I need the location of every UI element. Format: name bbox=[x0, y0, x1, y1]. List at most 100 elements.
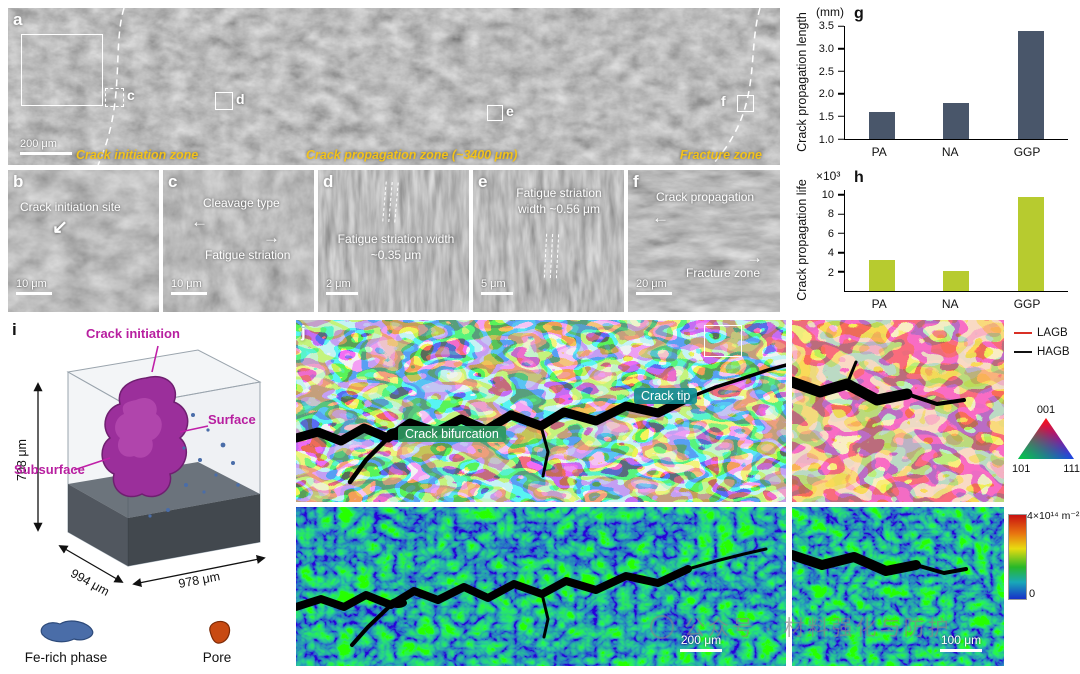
y-tick-label: 4 bbox=[827, 247, 834, 260]
bar-NA bbox=[943, 270, 970, 291]
inset-box-c bbox=[105, 88, 124, 107]
y-tick-label: 10 bbox=[821, 188, 834, 201]
scalebar-kam-inset-label: 100 μm bbox=[940, 633, 982, 647]
crack-path bbox=[296, 547, 768, 647]
tomography-3d-render: 708 μm 994 μm 978 μm bbox=[15, 345, 266, 599]
bar-slot bbox=[997, 190, 1064, 291]
scalebar-b-label: 10 μm bbox=[16, 278, 47, 290]
ebsd-texture-inset bbox=[792, 320, 1004, 502]
scalebar-c-label: 10 μm bbox=[171, 278, 202, 290]
y-tick-label: 2 bbox=[827, 266, 834, 279]
scalebar-kam-main-label: 200 μm bbox=[680, 633, 722, 647]
panel-letter-h: h bbox=[854, 169, 864, 186]
legend-lagb: LAGB bbox=[1014, 327, 1070, 339]
scalebar-d-label: 2 μm bbox=[326, 278, 351, 290]
panel-letter-i: i bbox=[12, 320, 17, 339]
scalebar-kam-inset-line bbox=[940, 649, 982, 652]
scalebar-f: 20 μm bbox=[636, 278, 672, 295]
zone-boundary-left bbox=[97, 8, 125, 165]
arrow-left-icon: ← bbox=[652, 208, 669, 227]
chart-crack-propagation-life: ×10³ h Crack propagation life 2 4 6 8 10 PA N… bbox=[788, 166, 1078, 314]
y-tick-mark bbox=[838, 194, 844, 196]
chart-bars bbox=[845, 26, 1068, 139]
dim-right-label: 978 μm bbox=[177, 569, 221, 591]
zone-label-propagation: Crack propagation zone (~3400 μm) bbox=[306, 148, 518, 162]
arrow-left-icon: ← bbox=[191, 212, 208, 231]
panel-letter-b: b bbox=[13, 172, 24, 191]
panel-f-sem: f Crack propagation ← → Fracture zone 20… bbox=[628, 170, 780, 312]
scalebar-b-line bbox=[16, 292, 52, 295]
sem-texture-a bbox=[8, 8, 780, 165]
label-subsurface: Subsurface bbox=[14, 462, 85, 477]
gnd-texture-inset bbox=[792, 507, 1004, 666]
annotation-crack-initiation-site: Crack initiation site bbox=[20, 200, 121, 214]
y-tick-label: 2.0 bbox=[818, 88, 834, 101]
sem-texture-f bbox=[628, 170, 780, 312]
arrow-right-icon: → bbox=[263, 228, 280, 247]
sem-texture-b bbox=[8, 170, 159, 312]
chart-crack-propagation-length: (mm) g Crack propagation length 1.0 1.5 2.… bbox=[788, 2, 1078, 162]
y-axis-ticks: 2 4 6 8 10 bbox=[788, 188, 842, 292]
x-tick-label: PA bbox=[871, 145, 887, 159]
panel-letter-a: a bbox=[13, 10, 23, 29]
panel-letter-f: f bbox=[633, 172, 639, 191]
ipf-colorkey: 001 101 111 bbox=[1012, 404, 1080, 475]
gnd-texture-main bbox=[296, 507, 786, 666]
inset-box-c-label: c bbox=[127, 87, 135, 103]
panel-d-sem: d Fatigue striation width ~0.35 μm 2 μm bbox=[318, 170, 469, 312]
annotation-cleavage-type: Cleavage type bbox=[203, 196, 280, 210]
dim-height-label: 708 μm bbox=[15, 439, 29, 481]
y-tick-label: 1.5 bbox=[818, 111, 834, 124]
particle-dots bbox=[148, 413, 240, 518]
x-tick-label: GGP bbox=[1013, 145, 1041, 159]
bar-slot bbox=[849, 26, 916, 139]
scalebar-a-line bbox=[20, 152, 72, 155]
scalebar-d: 2 μm bbox=[326, 278, 358, 295]
ipf-001-label: 001 bbox=[1036, 404, 1056, 416]
scalebar-e: 5 μm bbox=[481, 278, 513, 295]
crack-path bbox=[296, 363, 786, 485]
watermark-text: 公众号 · 材料强化与防护 bbox=[684, 617, 952, 640]
gnd-colorbar-min-label: 0 bbox=[1029, 588, 1036, 600]
dim-arrow-left bbox=[58, 545, 124, 583]
y-tick-label: 8 bbox=[827, 208, 834, 221]
chart-plot bbox=[838, 190, 1068, 292]
crack-volume-highlight bbox=[115, 397, 162, 458]
scalebar-f-label: 20 μm bbox=[636, 278, 667, 290]
y-tick-label: 3.5 bbox=[818, 20, 834, 32]
inset-box-e-label: e bbox=[506, 103, 514, 119]
panel-b-sem: b Crack initiation site ↙ 10 μm bbox=[8, 170, 159, 312]
pointer-subsurface bbox=[73, 457, 111, 471]
y-tick-label: 3.0 bbox=[818, 42, 834, 55]
ebsd-ipf-map-main: j Crack bifurcation Crack tip bbox=[296, 320, 786, 502]
inset-box-d bbox=[215, 92, 233, 110]
sem-texture-d bbox=[318, 170, 469, 312]
arrow-right-icon: → bbox=[746, 248, 763, 267]
zone-label-fracture: Fracture zone bbox=[680, 148, 762, 162]
lagb-line-icon bbox=[1014, 332, 1032, 334]
pointer-crack-initiation bbox=[151, 345, 159, 373]
ebsd-ipf-map-inset bbox=[792, 320, 1004, 502]
panel-letter-c: c bbox=[168, 172, 178, 191]
panel-letter-j: j bbox=[301, 322, 306, 341]
hagb-line-icon bbox=[1014, 351, 1032, 353]
gnd-colorbar bbox=[1008, 514, 1027, 600]
y-axis-unit: ×10³ bbox=[816, 169, 841, 183]
zone-boundary-right bbox=[711, 8, 761, 165]
lagb-label: LAGB bbox=[1037, 327, 1068, 339]
fe-rich-phase-icon bbox=[40, 620, 94, 643]
legend-pore-label: Pore bbox=[202, 650, 232, 665]
annotation-striation-width: Fatigue striation width ~0.56 μm bbox=[516, 186, 602, 216]
bar-GGP bbox=[1017, 196, 1044, 291]
label-crack-tip: Crack tip bbox=[634, 388, 698, 404]
sem-texture-c bbox=[163, 170, 314, 312]
y-tick-mark bbox=[838, 213, 844, 215]
x-tick-label: NA bbox=[941, 145, 959, 159]
pointer-surface bbox=[179, 425, 209, 433]
annotation-fatigue-striation: Fatigue striation bbox=[205, 248, 291, 262]
bar-slot bbox=[997, 26, 1064, 139]
y-tick-mark bbox=[838, 115, 844, 118]
y-tick-label: 2.5 bbox=[818, 65, 834, 78]
bar-PA bbox=[869, 260, 896, 291]
